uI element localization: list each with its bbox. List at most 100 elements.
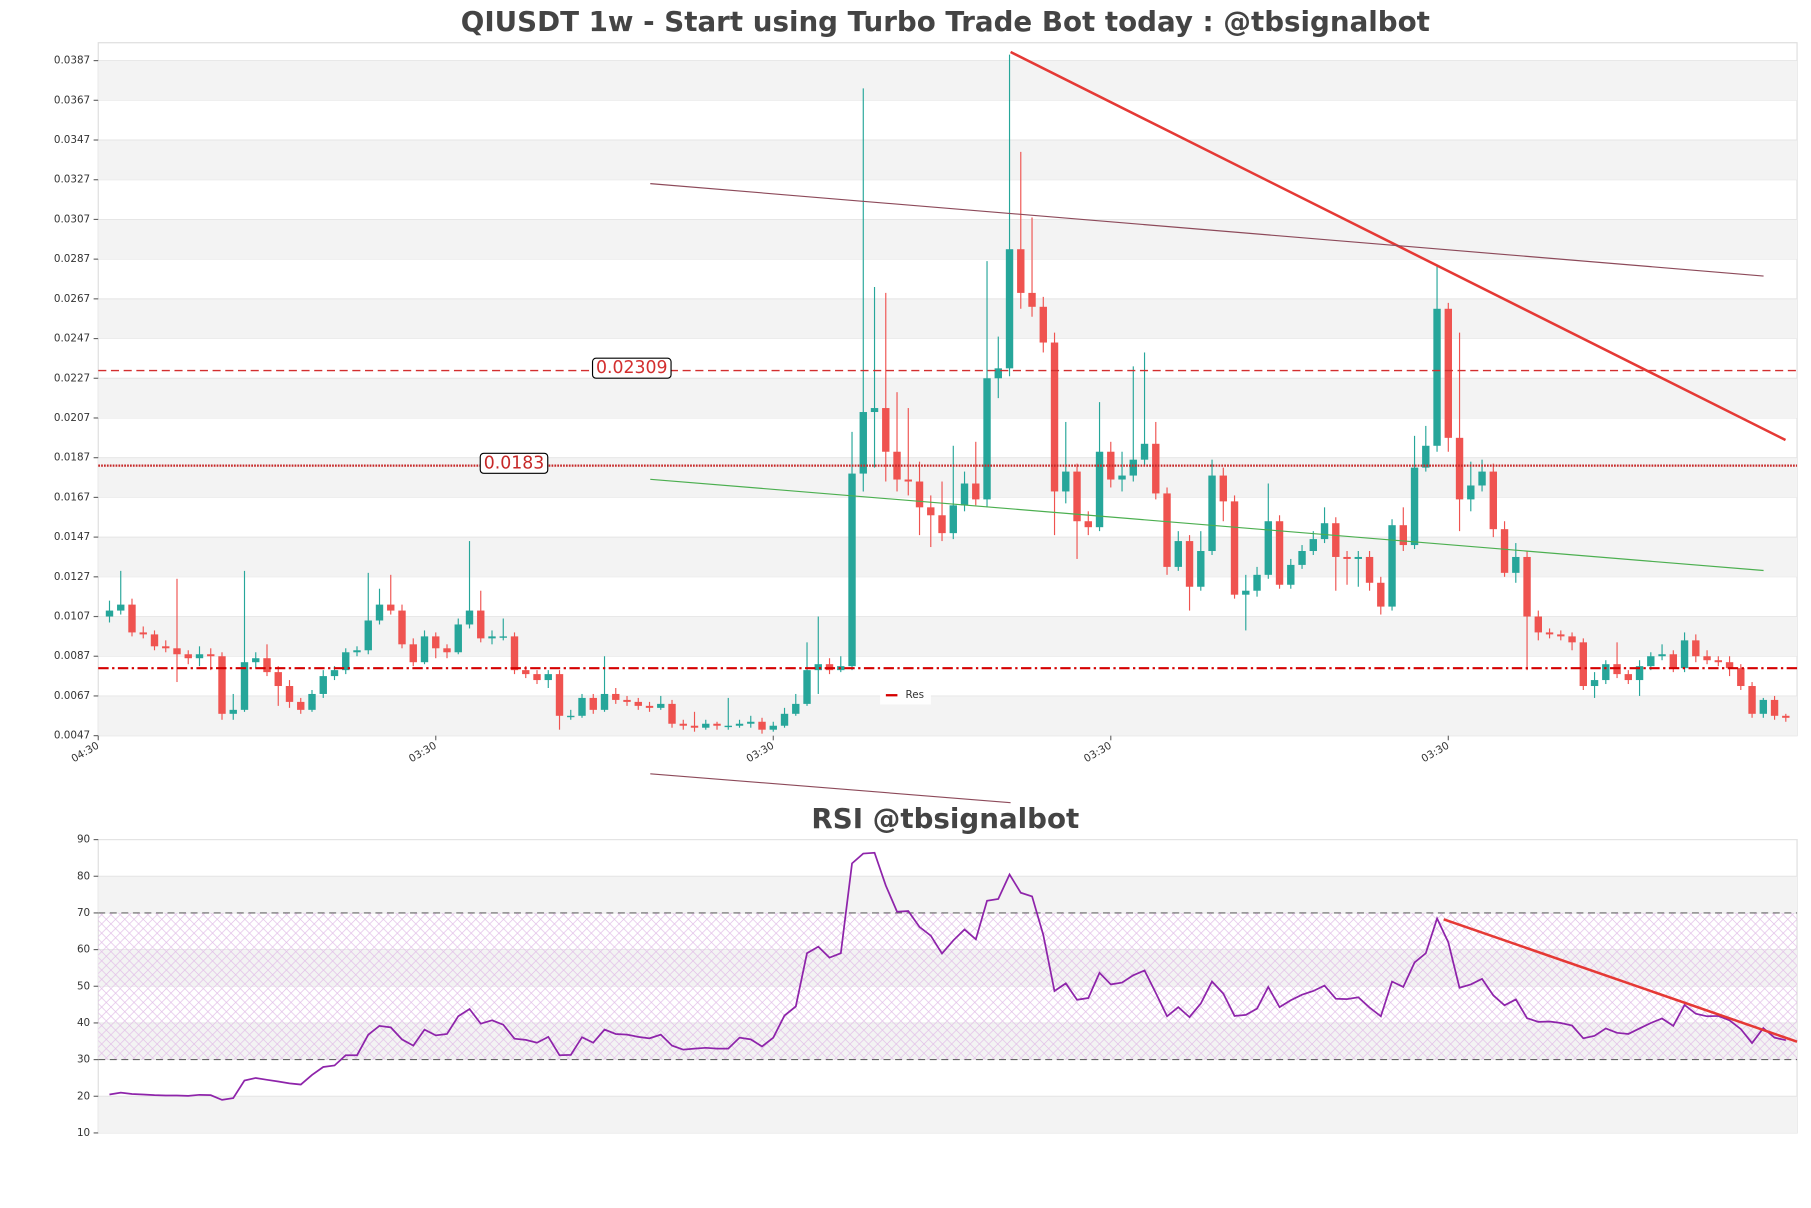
candle-body <box>1377 582 1385 607</box>
candle-body <box>330 670 339 677</box>
candle-body <box>1669 654 1678 669</box>
candle-body <box>735 723 744 726</box>
legend-box <box>880 683 931 705</box>
candle-body <box>1455 437 1464 500</box>
candle-body <box>432 636 440 649</box>
candle-body <box>1759 699 1768 714</box>
y-tick-label: 0.0267 <box>54 293 90 305</box>
grid-band <box>98 1096 1798 1133</box>
candle-body <box>184 654 192 659</box>
candle-body <box>1590 680 1599 687</box>
candle-body <box>387 604 395 611</box>
candle-body <box>252 658 260 663</box>
candle-body <box>117 604 125 611</box>
grid-band <box>98 876 1798 913</box>
trendlines <box>650 50 1798 1043</box>
candle-body <box>1467 485 1475 500</box>
candle-body <box>465 610 474 625</box>
candle-body <box>1579 642 1588 687</box>
chart-title: RSI @tbsignalbot <box>811 802 1079 835</box>
candle-body <box>1680 640 1689 669</box>
candle-body <box>1545 632 1554 635</box>
x-tick-label: 03:30 <box>744 740 776 765</box>
candle-body <box>623 699 631 702</box>
candle-body <box>1737 668 1745 687</box>
candle-body <box>319 676 327 694</box>
candle-body <box>533 674 541 681</box>
label-layer: QIUSDT 1w - Start using Turbo Trade Bot … <box>54 5 1451 1139</box>
candle-body <box>859 412 867 474</box>
candle-body <box>308 693 316 710</box>
candle-body <box>634 701 642 706</box>
grid-band <box>98 616 1798 657</box>
candle-body <box>1410 467 1419 546</box>
plot-layer <box>98 54 1798 1101</box>
candle-body <box>589 697 597 710</box>
candle-body <box>1500 529 1509 573</box>
candle-body <box>544 674 552 681</box>
x-tick-label: 03:30 <box>1419 740 1451 765</box>
candle-body <box>1084 521 1092 528</box>
y-tick-label: 70 <box>77 907 90 919</box>
candle-body <box>477 610 485 639</box>
candle-body <box>960 483 969 506</box>
candle-body <box>1782 715 1790 718</box>
y-tick-label: 0.0047 <box>54 730 90 742</box>
candle-body <box>218 656 226 714</box>
candle-body <box>1197 551 1205 587</box>
grid-band <box>98 378 1798 418</box>
level-label-box <box>591 357 672 379</box>
x-tick-label: 04:30 <box>69 740 101 765</box>
candle-body <box>915 481 924 508</box>
candle-body <box>353 650 361 653</box>
candle-body <box>274 672 282 687</box>
candle-body <box>128 604 136 633</box>
candle-body <box>1005 249 1014 369</box>
y-tick-label: 0.0287 <box>54 253 90 265</box>
candle-body <box>668 703 676 724</box>
rsi-band <box>98 912 1798 1060</box>
y-tick-label: 0.0067 <box>54 690 90 702</box>
candle-body <box>139 632 147 635</box>
candle-body <box>848 473 856 667</box>
candle-body <box>1129 459 1137 476</box>
candle-body <box>263 658 271 673</box>
candle-body <box>1725 662 1734 669</box>
candle-body <box>1264 521 1272 575</box>
candle-body <box>1523 556 1531 617</box>
y-tick-label: 0.0147 <box>54 531 90 543</box>
candle-body <box>1242 590 1250 595</box>
candle-body <box>522 670 530 675</box>
candle-body <box>240 662 249 710</box>
level-label: 0.02309 <box>596 358 668 378</box>
candle-body <box>769 725 777 730</box>
y-tick-label: 0.0327 <box>54 174 90 186</box>
candle-body <box>972 483 980 500</box>
candle-body <box>1714 660 1723 663</box>
candle-body <box>938 515 946 534</box>
trend-line <box>1443 918 1798 1043</box>
x-tick-label: 03:30 <box>1082 740 1114 765</box>
candle-body <box>1365 556 1374 583</box>
candle-body <box>342 652 350 671</box>
legend-label: Res <box>906 689 925 701</box>
candle-body <box>1692 640 1700 657</box>
candle-body <box>1050 342 1059 492</box>
candle-body <box>1163 493 1171 567</box>
candle-body <box>1320 523 1329 540</box>
candle-body <box>229 709 237 714</box>
level-label-box <box>479 452 549 474</box>
candle-body <box>1275 521 1284 585</box>
y-tick-label: 0.0207 <box>54 412 90 424</box>
candle-body <box>488 636 496 639</box>
candle-body <box>870 408 879 413</box>
candle-body <box>1624 674 1633 681</box>
candle-body <box>1422 445 1430 468</box>
y-tick-label: 0.0247 <box>54 333 90 345</box>
y-tick-label: 0.0107 <box>54 611 90 623</box>
candle-body <box>1489 471 1497 530</box>
candle-body <box>420 636 429 663</box>
level-label: 0.0183 <box>484 453 545 473</box>
y-tick-label: 0.0347 <box>54 134 90 146</box>
